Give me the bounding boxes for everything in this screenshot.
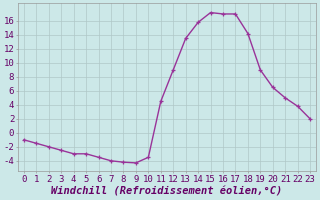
X-axis label: Windchill (Refroidissement éolien,°C): Windchill (Refroidissement éolien,°C) [52,187,283,197]
